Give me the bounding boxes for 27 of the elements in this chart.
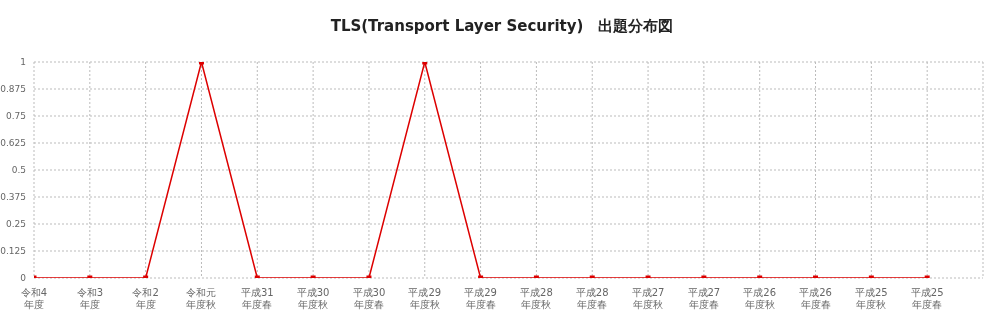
x-tick-label: 平成29年度春: [464, 287, 497, 310]
y-tick-label: 1: [20, 57, 26, 68]
x-tick-label: 平成25年度秋: [854, 287, 888, 310]
x-tick-label: 平成27年度秋: [631, 287, 665, 310]
y-tick-label: 0.25: [5, 219, 26, 230]
x-tick-label: 平成28年度秋: [520, 287, 553, 310]
y-tick-label: 0.875: [0, 84, 26, 95]
y-tick-label: 0.5: [11, 165, 26, 176]
x-tick-label: 平成25年度春: [910, 287, 944, 310]
x-tick-label: 平成31年度春: [240, 287, 274, 310]
chart-title: TLS(Transport Layer Security) 出題分布図: [329, 15, 675, 37]
x-tick-label: 令和2年度: [132, 287, 159, 310]
x-tick-label: 令和4年度: [20, 287, 48, 310]
y-tick-label: 0.125: [0, 246, 26, 257]
x-tick-label: 平成30年度春: [352, 287, 386, 310]
x-tick-label: 平成26年度春: [799, 287, 832, 310]
y-tick-label: 0.375: [0, 192, 26, 203]
y-tick-label: 0.75: [5, 111, 26, 122]
x-tick-label: 令和元年度秋: [186, 287, 217, 310]
x-tick-label: 平成27年度春: [687, 287, 721, 310]
y-tick-label: 0.625: [0, 138, 26, 149]
x-tick-label: 平成29年度秋: [408, 287, 442, 310]
x-tick-label: 令和3年度: [76, 287, 104, 310]
x-tick-label: 平成28年度春: [575, 287, 609, 310]
x-tick-label: 平成26年度秋: [743, 287, 777, 310]
y-tick-label: 0: [20, 273, 27, 284]
x-tick-label: 平成30年度秋: [296, 287, 330, 310]
